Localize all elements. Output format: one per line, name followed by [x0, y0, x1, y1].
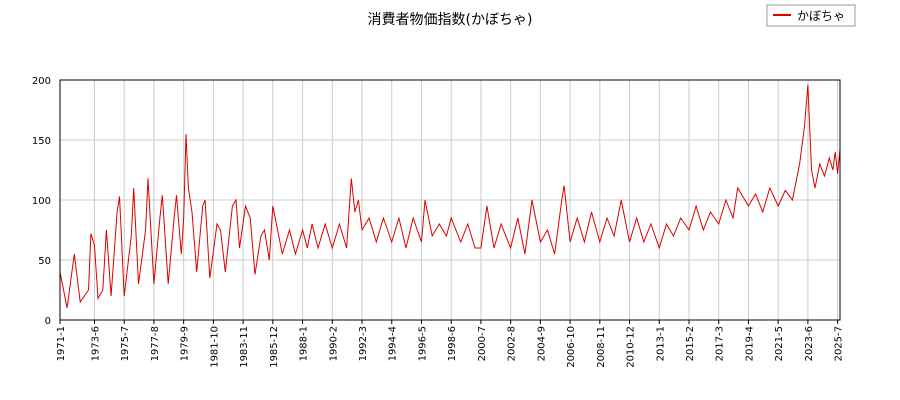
legend-label: かぼちゃ	[797, 9, 845, 23]
x-tick-label: 2000-7	[477, 326, 488, 361]
x-tick-label: 1977-8	[150, 326, 161, 361]
x-tick-label: 2023-6	[804, 326, 815, 361]
x-tick-label: 2013-1	[655, 326, 666, 361]
x-tick-label: 1992-3	[358, 326, 369, 361]
x-tick-label: 1994-4	[388, 326, 399, 361]
legend: かぼちゃ	[766, 4, 856, 27]
y-tick-label: 50	[38, 256, 51, 267]
x-tick-label: 2002-8	[507, 326, 518, 361]
x-tick-label: 1971-1	[56, 326, 67, 361]
plot-frame	[59, 79, 841, 321]
plot-area	[59, 84, 841, 309]
x-tick-label: 2019-4	[744, 326, 755, 361]
x-tick-label: 1979-9	[180, 326, 191, 361]
y-axis: 0 50 100 150 200	[32, 76, 51, 327]
x-tick-label: 2006-10	[566, 326, 577, 368]
legend-box	[766, 4, 856, 27]
x-tick-label: 1981-10	[209, 326, 220, 368]
x-tick-label: 1975-7	[120, 326, 131, 361]
x-tick-label: 2025-7	[834, 326, 845, 361]
x-axis: 1971-1 1973-6 1975-7 1977-8 1979-9 1981-10 198…	[56, 320, 845, 368]
x-tick-label: 1998-6	[447, 326, 458, 361]
x-tick-label: 2015-2	[685, 326, 696, 361]
y-tick-label: 200	[32, 76, 51, 87]
x-tick-label: 1983-11	[239, 326, 250, 368]
y-tick-label: 100	[32, 196, 51, 207]
x-tick-label: 2021-5	[774, 326, 785, 361]
x-tick-label: 1973-6	[90, 326, 101, 361]
x-tick-label: 1988-1	[299, 326, 310, 361]
x-tick-label: 1990-2	[328, 326, 339, 361]
grid	[59, 79, 840, 321]
x-tick-label: 2004-9	[536, 326, 547, 361]
series-line	[59, 84, 841, 309]
x-tick-label: 2010-12	[626, 326, 637, 368]
x-tick-label: 1996-5	[417, 326, 428, 361]
x-tick-label: 2008-11	[596, 326, 607, 368]
y-tick-label: 0	[45, 316, 51, 327]
x-tick-label: 2017-3	[715, 326, 726, 361]
x-tick-label: 1985-12	[269, 326, 280, 368]
y-tick-label: 150	[32, 136, 51, 147]
chart-title: 消費者物価指数(かぼちゃ)	[368, 12, 533, 28]
